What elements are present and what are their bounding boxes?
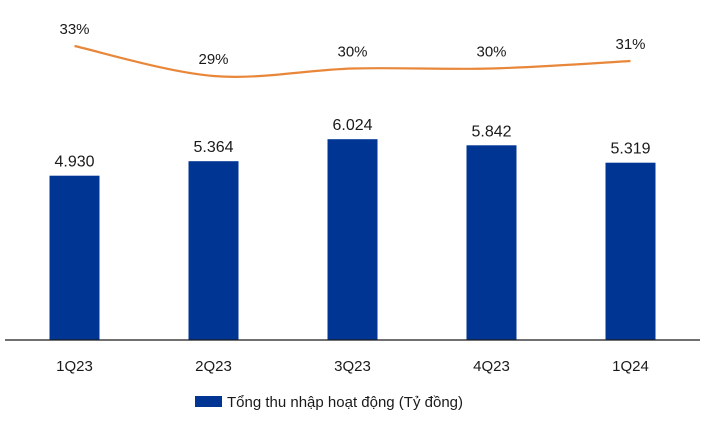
legend-label: Tổng thu nhập hoạt động (Tỷ đồng) <box>227 394 463 411</box>
bar-value-label: 6.024 <box>332 117 372 134</box>
line-value-label: 33% <box>59 21 89 38</box>
legend: Tổng thu nhập hoạt động (Tỷ đồng) <box>195 394 463 411</box>
x-tick-label: 2Q23 <box>195 358 232 375</box>
bar-value-label: 4.930 <box>54 154 94 171</box>
bar-1Q24 <box>605 162 656 340</box>
x-tick-label: 1Q24 <box>612 358 649 375</box>
line-value-label: 29% <box>198 51 228 68</box>
x-tick-label: 3Q23 <box>334 358 371 375</box>
legend-swatch <box>195 396 222 407</box>
line-series-layer: 33% 29% 30% 30% 31% <box>59 21 646 78</box>
x-tick-label: 4Q23 <box>473 358 510 375</box>
bar-4Q23 <box>466 145 517 340</box>
x-tick-labels: 1Q23 2Q23 3Q23 4Q23 1Q24 <box>56 358 649 375</box>
bar-1Q23 <box>49 175 100 340</box>
line-value-label: 31% <box>615 36 645 53</box>
line-value-label: 30% <box>476 44 506 61</box>
bar-value-label: 5.319 <box>610 141 650 158</box>
x-tick-label: 1Q23 <box>56 358 93 375</box>
bar-3Q23 <box>327 139 378 340</box>
line-value-label: 30% <box>337 44 367 61</box>
bar-2Q23 <box>188 161 239 340</box>
line-series-path <box>74 44 631 78</box>
bars-layer: 4.930 5.364 6.024 5.842 5.319 <box>49 117 656 340</box>
bar-value-label: 5.842 <box>471 123 511 140</box>
bar-value-label: 5.364 <box>193 139 233 156</box>
